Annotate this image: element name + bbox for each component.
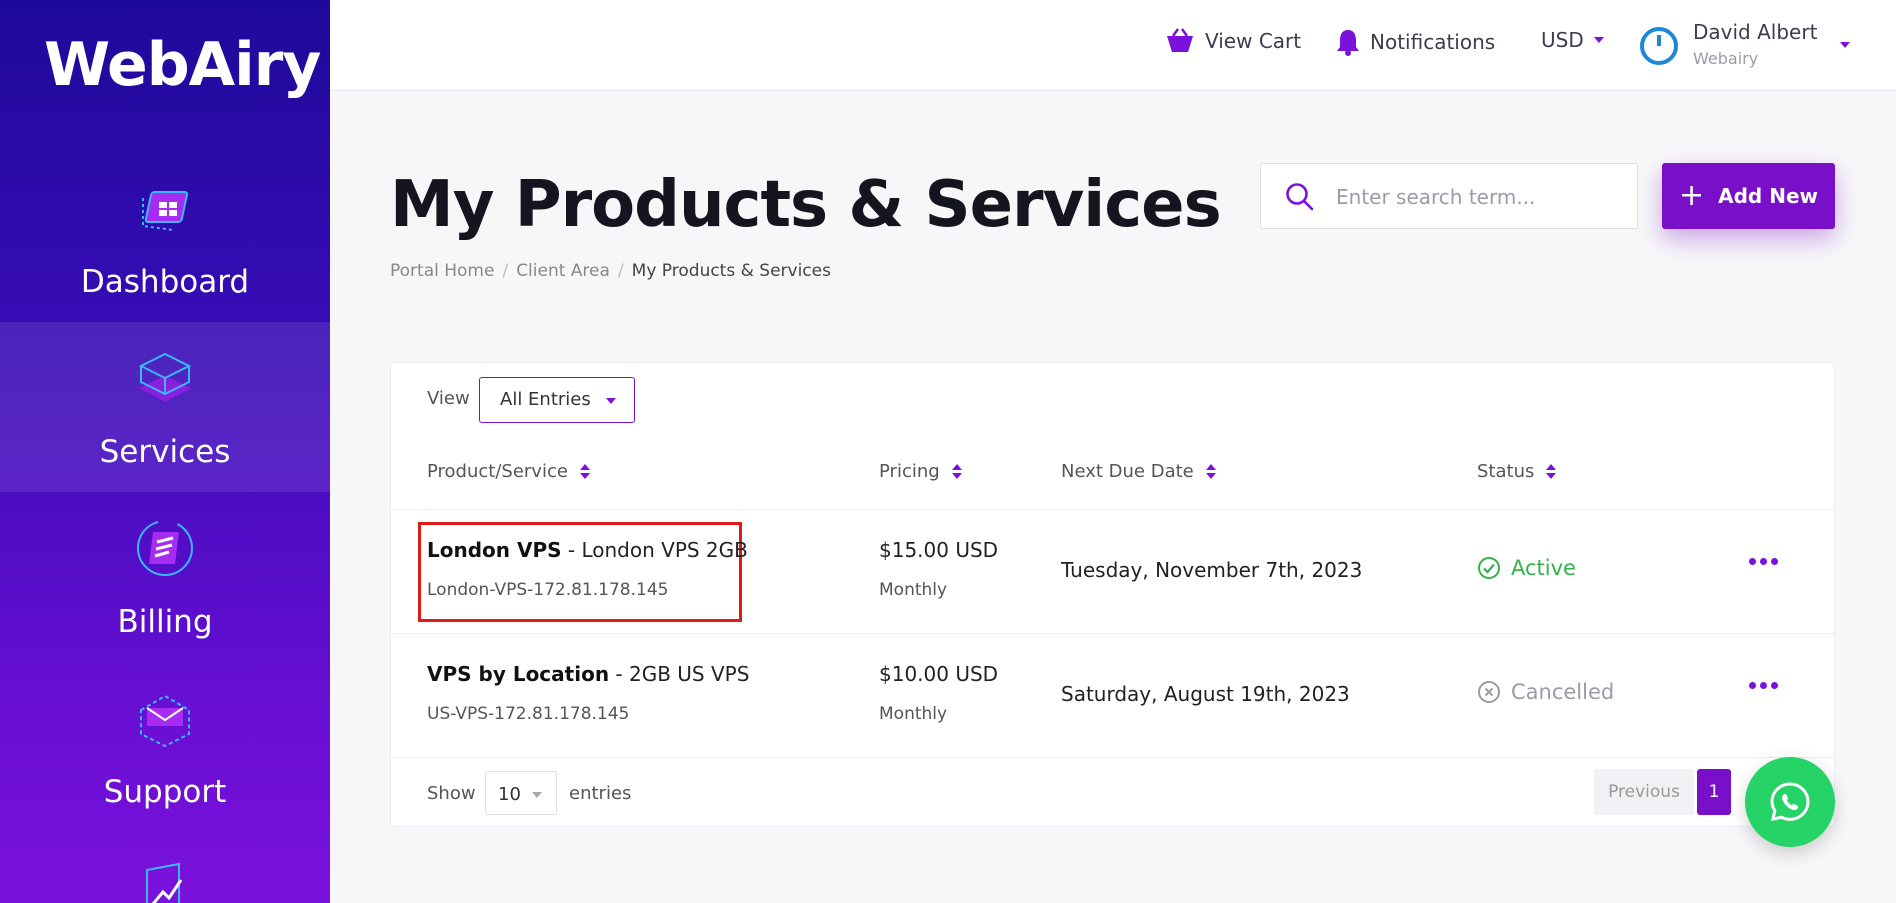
column-header-due-date[interactable]: Next Due Date <box>1061 461 1216 482</box>
column-header-status[interactable]: Status <box>1477 461 1557 482</box>
row-actions-button[interactable] <box>1749 558 1778 565</box>
services-box-icon <box>138 352 192 402</box>
show-label: Show <box>427 783 476 804</box>
x-circle-icon <box>1478 681 1500 703</box>
sidebar-item-billing[interactable]: Billing <box>0 492 330 662</box>
table-footer: Show 10 entries Previous 1 <box>391 757 1836 827</box>
price: $15.00 USD <box>879 538 999 562</box>
status-badge: Cancelled <box>1477 680 1614 704</box>
user-power-icon <box>1640 27 1678 65</box>
sidebar-item-services[interactable]: Services <box>0 322 330 492</box>
price: $10.00 USD <box>879 662 999 686</box>
breadcrumb-separator: / <box>617 261 624 281</box>
sidebar-item-label: Support <box>103 774 227 810</box>
dashboard-icon <box>142 191 189 231</box>
cart-icon <box>1167 28 1193 52</box>
add-new-label: Add New <box>1718 184 1818 208</box>
sort-icon <box>1546 464 1557 479</box>
highlight-box <box>418 522 742 622</box>
page-size-select[interactable]: 10 <box>485 771 557 815</box>
chevron-down-icon <box>532 792 542 798</box>
view-cart-label: View Cart <box>1205 29 1302 53</box>
notifications-label: Notifications <box>1370 30 1496 54</box>
row-actions-button[interactable] <box>1749 682 1778 689</box>
column-header-label: Pricing <box>879 461 940 482</box>
column-header-product[interactable]: Product/Service <box>427 461 590 482</box>
support-envelope-icon <box>140 694 190 748</box>
product-hostname: London-VPS-172.81.178.145 <box>427 580 669 600</box>
page-title: My Products & Services <box>390 168 1222 242</box>
search-box <box>1260 163 1638 229</box>
currency-value: USD <box>1541 28 1584 52</box>
previous-page-button[interactable]: Previous <box>1594 769 1694 815</box>
breadcrumb: Portal Home / Client Area / My Products … <box>390 261 831 281</box>
sidebar-item-label: Billing <box>117 604 213 640</box>
user-name: David Albert <box>1693 20 1818 44</box>
breadcrumb-client-area[interactable]: Client Area <box>516 261 610 281</box>
user-org: Webairy <box>1693 49 1759 68</box>
check-circle-icon <box>1478 557 1500 579</box>
sidebar-item-dashboard[interactable]: Dashboard <box>0 152 330 322</box>
top-header: View Cart Notifications USD David Albert… <box>330 0 1896 91</box>
sidebar: WebAiry Dashboard Services Billing <box>0 0 330 903</box>
whatsapp-chat-button[interactable] <box>1745 757 1835 847</box>
plus-icon: + <box>1679 178 1705 213</box>
currency-dropdown[interactable]: USD <box>1541 28 1604 52</box>
sidebar-item-more[interactable] <box>0 832 330 903</box>
next-due-date: Tuesday, November 7th, 2023 <box>1061 558 1363 582</box>
chevron-down-icon <box>1593 37 1604 43</box>
sort-icon <box>579 464 590 479</box>
sidebar-item-label: Dashboard <box>80 264 250 300</box>
sort-icon <box>951 464 962 479</box>
status-badge: Active <box>1477 556 1576 580</box>
chevron-down-icon <box>606 398 616 404</box>
breadcrumb-current: My Products & Services <box>631 261 831 281</box>
breadcrumb-portal-home[interactable]: Portal Home <box>390 261 495 281</box>
page-1-button[interactable]: 1 <box>1697 769 1731 815</box>
column-header-pricing[interactable]: Pricing <box>879 461 962 482</box>
services-table-card: View All Entries Product/Service Pricing… <box>390 362 1836 827</box>
column-header-label: Status <box>1477 461 1535 482</box>
search-input[interactable] <box>1336 180 1616 214</box>
brand-logo[interactable]: WebAiry <box>44 30 321 100</box>
bell-icon <box>1337 30 1359 56</box>
billing-icon <box>137 520 193 576</box>
search-icon <box>1286 183 1314 211</box>
column-header-label: Product/Service <box>427 461 568 482</box>
sort-icon <box>1205 464 1216 479</box>
view-label: View <box>427 388 470 409</box>
product-name[interactable]: VPS by Location - 2GB US VPS <box>427 662 750 686</box>
view-filter-value: All Entries <box>500 389 591 410</box>
add-new-button[interactable]: + Add New <box>1662 163 1835 229</box>
table-row[interactable]: London VPS - London VPS 2GB London-VPS-1… <box>391 509 1836 633</box>
view-cart-link[interactable]: View Cart <box>1165 28 1301 54</box>
chevron-down-icon <box>1840 42 1850 48</box>
sidebar-item-support[interactable]: Support <box>0 662 330 832</box>
breadcrumb-separator: / <box>502 261 509 281</box>
page-size-value: 10 <box>498 784 521 805</box>
notifications-link[interactable]: Notifications <box>1336 28 1495 56</box>
billing-cycle: Monthly <box>879 704 948 724</box>
column-header-label: Next Due Date <box>1061 461 1194 482</box>
whatsapp-icon <box>1770 782 1810 821</box>
entries-label: entries <box>569 783 632 804</box>
view-filter-select[interactable]: All Entries <box>479 377 635 423</box>
billing-cycle: Monthly <box>879 580 948 600</box>
table-row[interactable]: VPS by Location - 2GB US VPS US-VPS-172.… <box>391 633 1836 757</box>
product-name[interactable]: London VPS - London VPS 2GB <box>427 538 748 562</box>
chart-icon <box>146 862 183 903</box>
sidebar-item-label: Services <box>99 434 231 470</box>
user-menu[interactable]: David Albert Webairy <box>1640 20 1860 72</box>
product-hostname: US-VPS-172.81.178.145 <box>427 704 630 724</box>
next-due-date: Saturday, August 19th, 2023 <box>1061 682 1350 706</box>
